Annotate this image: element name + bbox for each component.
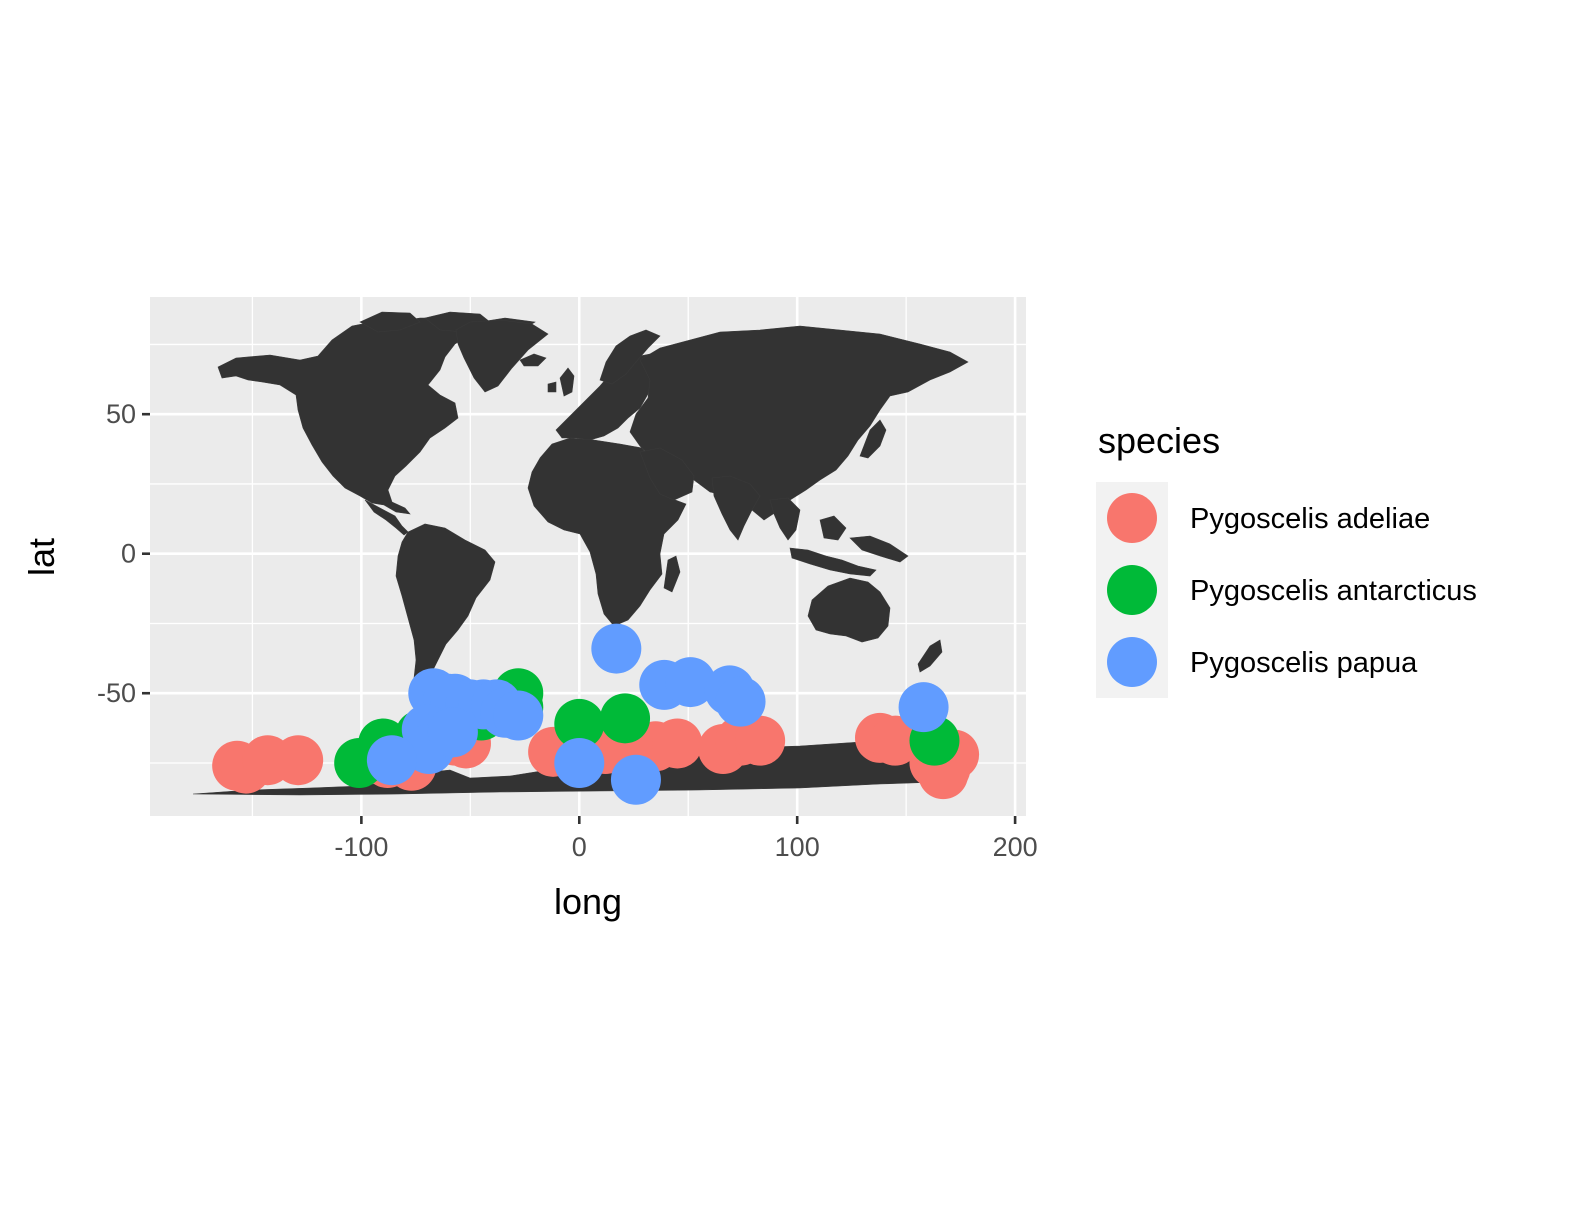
x-tick-label: -100 — [334, 832, 388, 862]
point-pygoscelis-papua — [554, 737, 605, 788]
landmass-india — [711, 475, 761, 541]
legend-key-swatch — [1107, 637, 1157, 687]
y-tick-label: 50 — [106, 399, 136, 429]
legend-key-swatch — [1107, 565, 1157, 615]
x-axis: -100 0 100 200 — [334, 816, 1038, 862]
point-pygoscelis-adeliae — [870, 715, 921, 766]
point-pygoscelis-papua — [591, 623, 642, 674]
landmass-scandinavia — [599, 329, 661, 385]
point-pygoscelis-papua — [493, 690, 544, 741]
x-tick-label: 0 — [572, 832, 587, 862]
landmass-southeast-asia — [769, 497, 909, 577]
legend-key-swatch — [1107, 493, 1157, 543]
point-pygoscelis-adeliae — [652, 718, 703, 769]
y-axis: -50 0 50 — [97, 399, 150, 708]
point-pygoscelis-adeliae — [273, 735, 324, 786]
landmass-central-america — [364, 499, 409, 536]
landmass-iceland — [519, 353, 547, 367]
legend-label: Pygoscelis papua — [1190, 647, 1418, 679]
landmass-madagascar — [663, 555, 681, 593]
landmass-australia — [807, 577, 891, 643]
point-pygoscelis-papua — [610, 754, 661, 805]
point-pygoscelis-papua — [427, 707, 478, 758]
landmass-arabian-peninsula — [639, 447, 695, 501]
legend-title: species — [1098, 420, 1220, 461]
y-tick-label: -50 — [97, 678, 136, 708]
landmass-greenland — [455, 319, 549, 393]
landmass-british-isles — [547, 367, 575, 397]
legend-label: Pygoscelis adeliae — [1190, 503, 1430, 535]
data-points — [212, 623, 980, 805]
x-tick-label: 100 — [775, 832, 820, 862]
landmass-south-america — [395, 523, 496, 695]
point-pygoscelis-adeliae — [735, 715, 786, 766]
y-tick-label: 0 — [121, 539, 136, 569]
legend: species Pygoscelis adeliae Pygoscelis ant… — [1096, 420, 1477, 698]
legend-items: Pygoscelis adeliae Pygoscelis antarcticus… — [1096, 482, 1477, 698]
landmass-japan — [859, 419, 887, 459]
point-pygoscelis-antarcticus — [554, 698, 605, 749]
point-pygoscelis-papua — [665, 657, 716, 708]
point-pygoscelis-papua — [898, 682, 949, 733]
point-pygoscelis-papua — [366, 735, 417, 786]
point-pygoscelis-antarcticus — [600, 693, 651, 744]
x-tick-label: 200 — [993, 832, 1038, 862]
point-pygoscelis-papua — [715, 676, 766, 727]
y-axis-title: lat — [21, 538, 62, 576]
legend-label: Pygoscelis antarcticus — [1190, 575, 1477, 607]
landmass-new-zealand — [917, 639, 943, 673]
landmass-africa — [527, 437, 687, 627]
x-axis-title: long — [554, 881, 622, 922]
